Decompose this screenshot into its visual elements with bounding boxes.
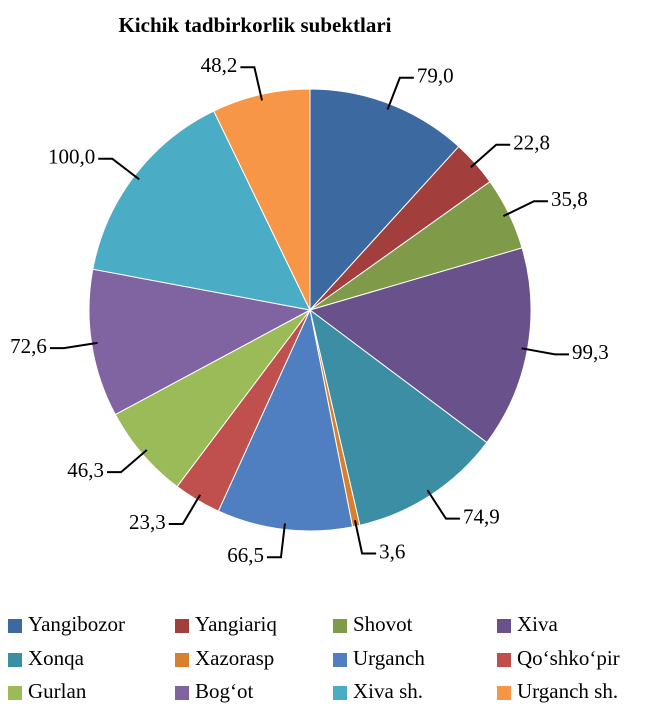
legend-label: Urganch sh. — [517, 679, 618, 703]
data-label: 99,3 — [572, 340, 609, 364]
legend-swatch — [333, 686, 347, 700]
legend-label: Qo‘shko‘pir — [517, 646, 620, 670]
legend-label: Urganch — [353, 646, 425, 670]
legend-swatch — [497, 619, 511, 633]
leader-line — [353, 520, 377, 555]
legend-label: Bog‘ot — [195, 679, 254, 703]
legend-label: Shovot — [353, 612, 413, 636]
legend-label: Yangibozor — [28, 612, 125, 636]
legend-label: Gurlan — [28, 679, 87, 703]
legend-swatch — [333, 653, 347, 667]
legend-swatch — [175, 653, 189, 667]
legend-swatch — [333, 619, 347, 633]
legend-swatch — [8, 619, 22, 633]
legend-label: Xonqa — [28, 646, 85, 670]
chart-title: Kichik tadbirkorlik subektlari — [118, 13, 391, 37]
leader-line — [240, 66, 263, 101]
legend-label: Xiva sh. — [353, 679, 423, 703]
legend-swatch — [497, 653, 511, 667]
leader-line — [98, 157, 140, 181]
legend-swatch — [8, 686, 22, 700]
leader-line — [386, 76, 414, 110]
data-label: 46,3 — [67, 458, 104, 482]
leader-line — [521, 347, 570, 356]
data-label: 23,3 — [129, 510, 166, 534]
legend-swatch — [497, 686, 511, 700]
legend-label: Xiva — [517, 612, 559, 636]
data-label: 100,0 — [48, 145, 95, 169]
legend-swatch — [8, 653, 22, 667]
leader-line — [107, 449, 148, 474]
legend-swatch — [175, 686, 189, 700]
data-label: 22,8 — [513, 131, 550, 155]
data-label: 3,6 — [379, 539, 405, 563]
leader-line — [49, 341, 98, 350]
data-label: 79,0 — [417, 64, 454, 88]
leader-line — [502, 200, 548, 217]
leader-line — [168, 494, 201, 526]
data-label: 72,6 — [10, 334, 47, 358]
leader-line — [470, 143, 511, 169]
data-label: 35,8 — [551, 187, 588, 211]
legend-swatch — [175, 619, 189, 633]
data-label: 66,5 — [227, 543, 264, 567]
legend-label: Xazorasp — [195, 646, 274, 670]
legend-label: Yangiariq — [195, 612, 277, 636]
data-label: 48,2 — [201, 53, 238, 77]
leader-line — [266, 523, 286, 559]
leader-line — [426, 489, 460, 520]
data-label: 74,9 — [463, 504, 500, 528]
